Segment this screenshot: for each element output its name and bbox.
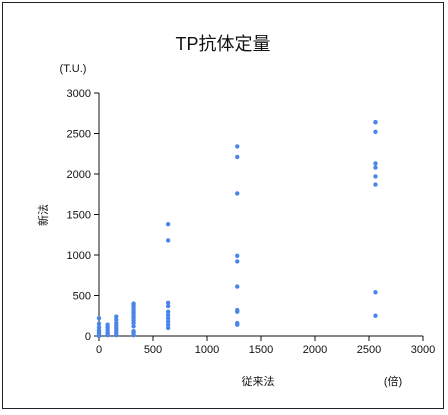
axes: 0 500 1000 1500 2000 2500 3000 0 500 1000 1500 2000… xyxy=(67,88,436,356)
data-point xyxy=(114,314,119,319)
data-point xyxy=(165,300,171,305)
data-point xyxy=(114,317,119,322)
data-point xyxy=(165,303,171,309)
y-tick-label: 0 xyxy=(85,331,91,343)
x-tick-label: 2000 xyxy=(303,344,327,356)
y-tick-label: 3000 xyxy=(67,88,91,100)
x-tick-label: 500 xyxy=(144,344,162,356)
x-axis-unit: (倍) xyxy=(384,374,402,388)
y-tick-label: 2000 xyxy=(67,169,91,181)
data-point xyxy=(235,320,240,326)
data-point xyxy=(165,312,171,318)
data-point xyxy=(235,284,240,289)
data-point xyxy=(105,322,110,327)
data-point xyxy=(165,309,171,314)
data-point xyxy=(96,315,102,321)
x-tick-label: 1500 xyxy=(249,344,273,356)
data-point xyxy=(165,322,171,327)
scatter-chart: TP抗体定量 (T.U.) 新法 従来法 (倍) 0 500 1000 1500 200… xyxy=(36,34,436,388)
data-point xyxy=(165,325,171,331)
data-point xyxy=(235,307,240,313)
data-point xyxy=(131,324,136,329)
data-point xyxy=(373,290,378,295)
data-points xyxy=(96,119,378,339)
data-point xyxy=(373,119,378,125)
data-point xyxy=(373,182,378,187)
chart-title: TP抗体定量 xyxy=(175,34,270,54)
x-tick-label: 3000 xyxy=(411,344,435,356)
x-tick-label: 2500 xyxy=(357,344,381,356)
data-point xyxy=(114,320,119,326)
y-axis-unit: (T.U.) xyxy=(60,63,87,75)
data-point xyxy=(165,315,171,321)
y-tick-label: 2500 xyxy=(67,129,91,141)
y-axis-label: 新法 xyxy=(36,204,50,226)
data-point xyxy=(131,301,136,306)
data-point xyxy=(165,238,171,243)
data-point xyxy=(235,154,240,160)
y-tick-label: 500 xyxy=(73,291,91,303)
x-axis-label: 従来法 xyxy=(242,374,275,388)
data-point xyxy=(373,129,378,135)
data-point xyxy=(165,319,171,324)
data-point xyxy=(235,191,240,196)
chart-frame: TP抗体定量 (T.U.) 新法 従来法 (倍) 0 500 1000 1500 200… xyxy=(2,2,444,409)
data-point xyxy=(165,222,171,227)
data-point xyxy=(235,144,240,149)
data-point xyxy=(373,165,378,170)
data-point xyxy=(235,253,240,259)
data-point xyxy=(373,161,378,166)
data-point xyxy=(373,313,378,318)
y-tick-label: 1500 xyxy=(67,210,91,222)
data-point xyxy=(96,321,102,327)
data-point xyxy=(96,324,102,330)
data-point xyxy=(373,174,378,179)
data-point xyxy=(235,259,240,264)
data-point xyxy=(131,328,136,334)
y-tick-label: 1000 xyxy=(67,250,91,262)
x-tick-label: 1000 xyxy=(195,344,219,356)
x-tick-label: 0 xyxy=(96,344,102,356)
